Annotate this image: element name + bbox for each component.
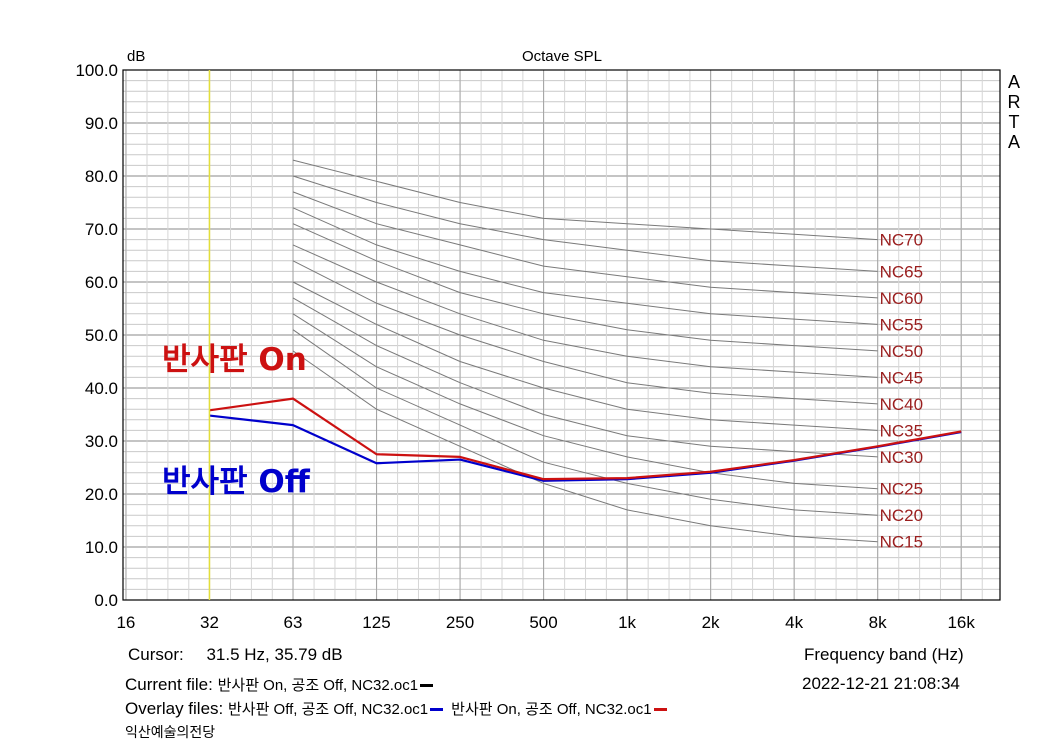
annotation-off: 반사판 Off [162,464,311,500]
x-tick-label: 125 [362,613,390,632]
nc-label: NC65 [880,262,923,281]
overlay-file-1: 반사판 Off, 공조 Off, NC32.oc1 [227,701,429,718]
arta-letter: A [1008,72,1020,92]
y-tick-label: 20.0 [85,485,118,504]
cursor-label: Cursor: [128,645,184,664]
nc-curve-nc60 [292,191,878,299]
chart-title: Octave SPL [522,48,602,65]
overlay-files-line: Overlay files: 반사판 Off, 공조 Off, NC32.oc1… [125,698,675,719]
nc-curve-nc20 [292,329,878,516]
nc-label: NC30 [880,448,923,467]
nc-curves: NC70 NC65 NC60 NC55 NC50 NC45 NC40 NC35 NC30 NC25… [292,159,923,552]
x-tick-label: 32 [200,613,219,632]
arta-letter: T [1009,112,1020,132]
arta-letter: A [1008,132,1020,152]
y-tick-label: 0.0 [94,591,118,610]
plot-frame [122,69,1001,601]
nc-label: NC15 [880,533,923,552]
axis-caption: Frequency band (Hz) [804,645,964,664]
data-series [209,397,962,482]
nc-label: NC50 [880,342,923,361]
series-line-on [209,397,962,481]
timestamp: 2022-12-21 21:08:34 [802,674,960,693]
y-tick-label: 50.0 [85,326,118,345]
nc-label: NC55 [880,315,923,334]
x-tick-label: 500 [529,613,557,632]
nc-curve-nc65 [292,175,878,272]
venue-name: 익산예술의전당 [125,724,216,740]
nc-curve-nc55 [292,207,878,325]
overlay-files-label: Overlay files: [125,699,224,718]
nc-label: NC45 [880,368,923,387]
x-tick-label: 250 [446,613,474,632]
annotation-on: 반사판 On [162,342,307,378]
nc-curve-nc25 [292,313,878,490]
y-tick-label: 70.0 [85,220,118,239]
nc-label: NC60 [880,289,923,308]
y-tick-label: 60.0 [85,273,118,292]
current-file-label: Current file: [125,675,213,694]
axes: 100.0 90.0 80.0 70.0 60.0 50.0 40.0 30.0 20.0 10.… [75,61,1001,632]
y-tick-label: 10.0 [85,538,118,557]
x-tick-label: 63 [284,613,303,632]
nc-label: NC25 [880,480,923,499]
x-tick-label: 8k [869,613,887,632]
y-tick-label: 90.0 [85,114,118,133]
current-file-value: 반사판 On, 공조 Off, NC32.oc1 [217,677,419,694]
current-file-swatch [420,684,434,688]
nc-label: NC40 [880,395,923,414]
x-tick-label: 16 [116,613,135,632]
nc-curve-nc45 [292,244,878,378]
grid [123,69,1000,601]
nc-curve-nc70 [292,159,878,241]
y-tick-label: 80.0 [85,167,118,186]
x-tick-label: 4k [785,613,803,632]
nc-curve-nc35 [292,281,878,431]
current-file-line: Current file: 반사판 On, 공조 Off, NC32.oc1 [125,674,441,695]
cursor-readout: Cursor: 31.5 Hz, 35.79 dB [128,645,343,665]
overlay-file-2-swatch [653,708,667,712]
y-axis-unit-label: dB [127,48,145,65]
overlay-file-1-swatch [430,708,444,712]
y-tick-label: 100.0 [75,61,118,80]
y-tick-label: 40.0 [85,379,118,398]
nc-label: NC35 [880,421,923,440]
nc-label: NC70 [880,231,923,250]
y-tick-label: 30.0 [85,432,118,451]
nc-curve-nc40 [292,260,878,405]
overlay-file-2: 반사판 On, 공조 Off, NC32.oc1 [451,701,652,718]
x-tick-label: 2k [702,613,720,632]
nc-curve-nc30 [292,297,878,458]
nc-curve-nc15 [292,350,878,543]
cursor-value: 31.5 Hz, 35.79 dB [206,645,343,664]
nc-label: NC20 [880,506,923,525]
annotations: 반사판 On 반사판 Off [162,342,311,500]
arta-letter: R [1008,92,1021,112]
x-tick-label: 16k [947,613,975,632]
nc-curve-nc50 [292,223,878,352]
x-tick-label: 1k [618,613,636,632]
